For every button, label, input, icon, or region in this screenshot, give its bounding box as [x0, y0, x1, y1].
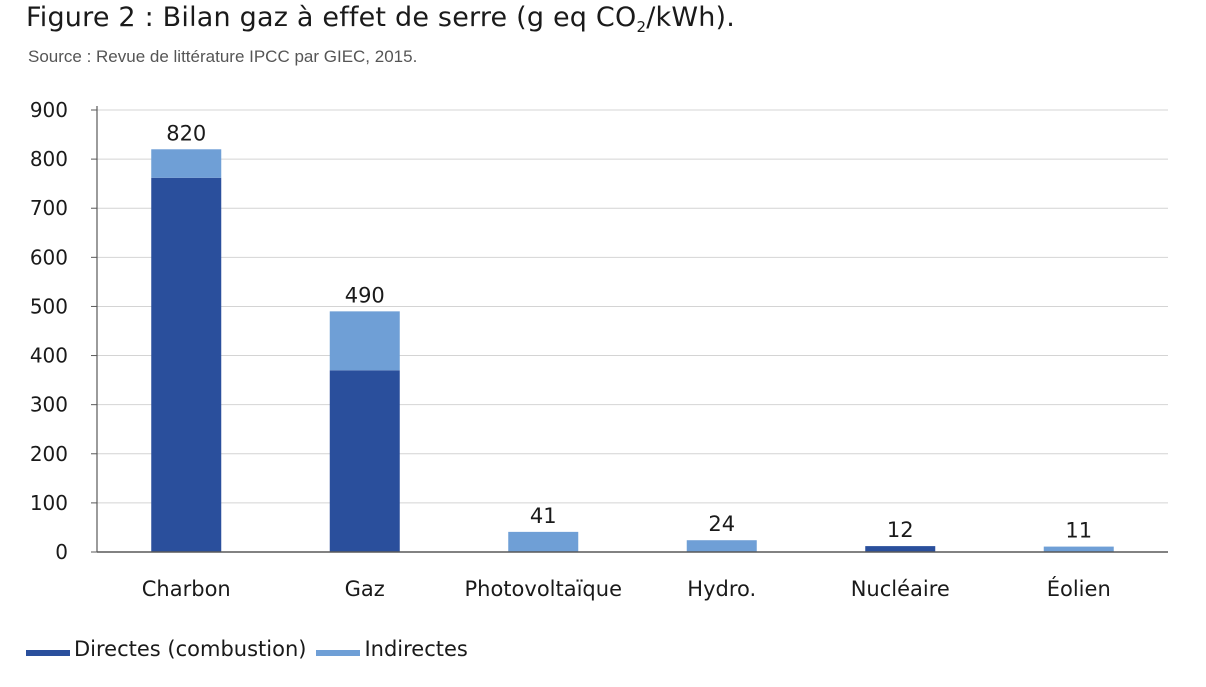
data-label: 820 — [166, 121, 206, 145]
y-tick-label: 400 — [30, 344, 68, 368]
y-tick-label: 600 — [30, 245, 68, 269]
y-tick-label: 800 — [30, 147, 68, 171]
y-tick-label: 100 — [30, 491, 68, 515]
bar-indirectes — [329, 311, 400, 371]
legend-label-indirectes: Indirectes — [364, 637, 468, 661]
data-label: 12 — [887, 518, 914, 542]
bar-directes — [865, 546, 936, 552]
x-tick-label: Charbon — [142, 577, 231, 601]
data-label: 24 — [708, 512, 735, 536]
legend: Directes (combustion) Indirectes — [26, 637, 478, 661]
x-tick-label: Hydro. — [687, 577, 756, 601]
bar-directes — [151, 177, 222, 553]
legend-item-indirectes: Indirectes — [316, 637, 468, 661]
bar-indirectes — [151, 149, 222, 178]
legend-swatch-indirectes — [316, 650, 361, 656]
x-tick-label: Éolien — [1047, 576, 1111, 601]
y-tick-label: 900 — [30, 98, 68, 122]
y-tick-label: 700 — [30, 196, 68, 220]
data-label: 41 — [530, 504, 557, 528]
x-tick-label: Photovoltaïque — [464, 577, 622, 601]
y-tick-label: 300 — [30, 393, 68, 417]
data-label: 490 — [345, 283, 385, 307]
y-tick-label: 500 — [30, 294, 68, 318]
legend-item-directes: Directes (combustion) — [26, 637, 306, 661]
bar-indirectes — [686, 540, 757, 552]
legend-swatch-directes — [26, 650, 70, 656]
chart-source: Source : Revue de littérature IPCC par G… — [28, 47, 418, 66]
legend-label-directes: Directes (combustion) — [74, 637, 307, 661]
x-tick-label: Nucléaire — [851, 577, 950, 601]
bar-indirectes — [508, 531, 579, 552]
x-tick-label: Gaz — [345, 577, 385, 601]
y-tick-label: 0 — [55, 540, 68, 564]
bar-directes — [329, 370, 400, 552]
bar-indirectes — [1043, 546, 1114, 552]
chart-title: Figure 2 : Bilan gaz à effet de serre (g… — [26, 2, 736, 36]
y-tick-label: 200 — [30, 442, 68, 466]
data-label: 11 — [1065, 519, 1092, 543]
